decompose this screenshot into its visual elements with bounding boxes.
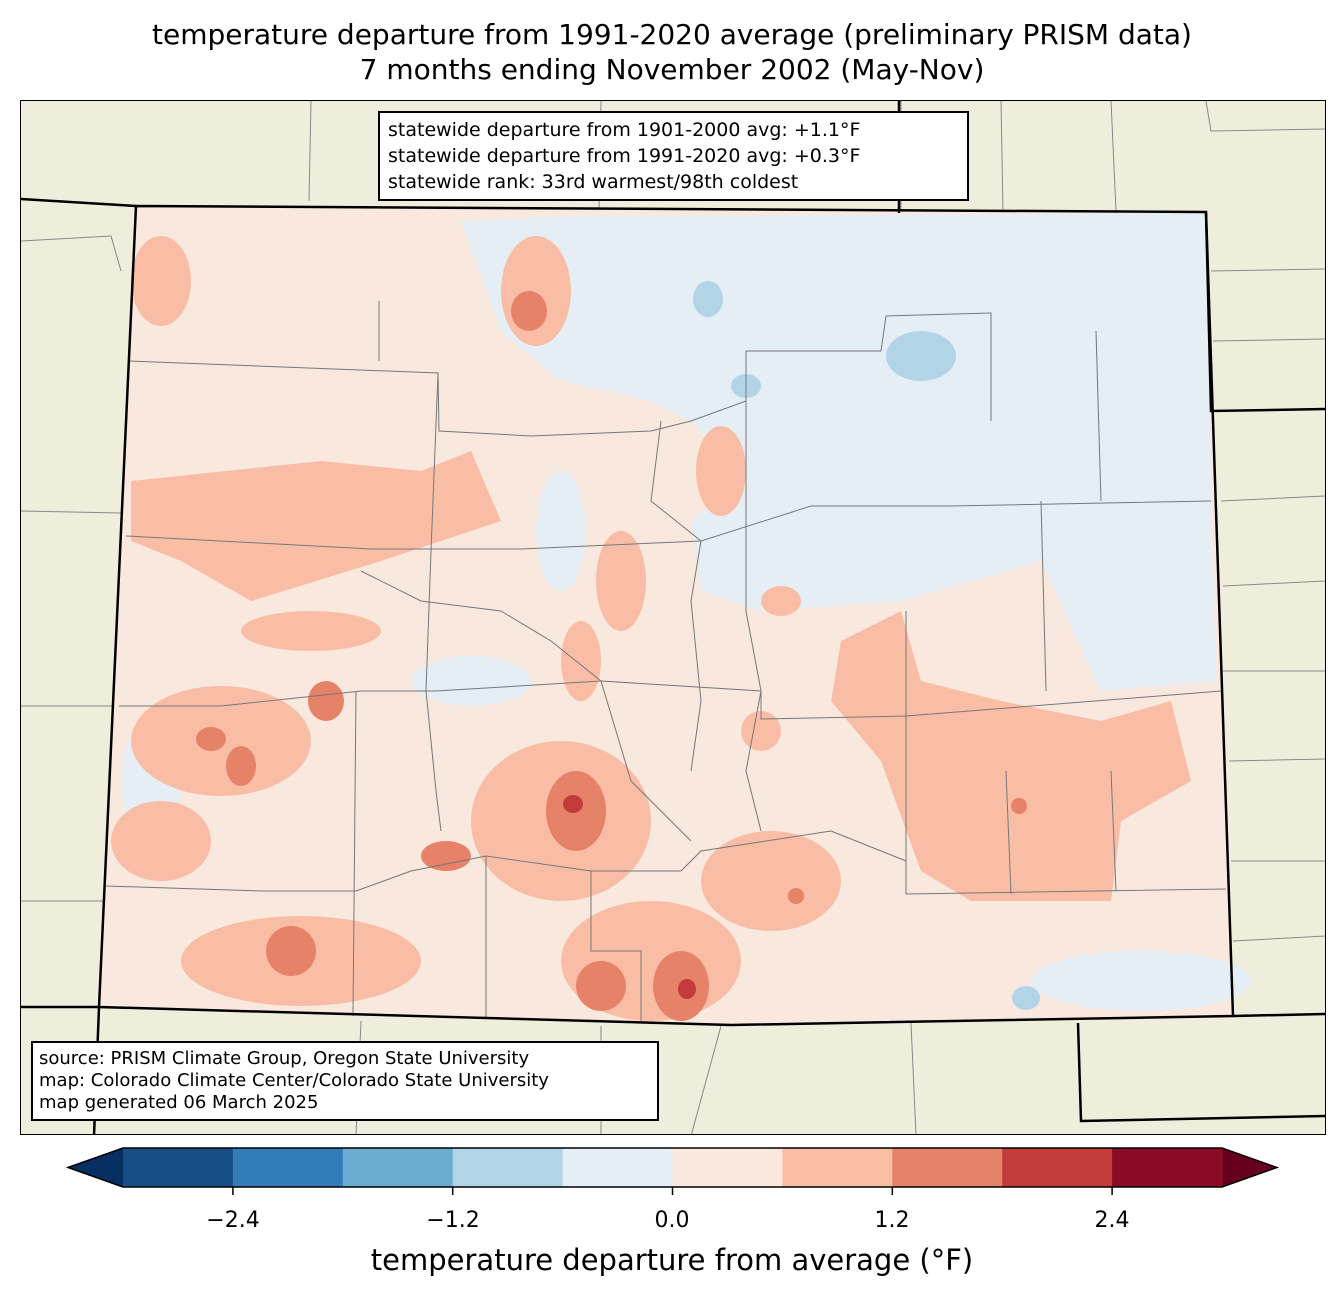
colorado-border xyxy=(97,204,1235,1027)
departure-1991-2020: statewide departure from 1991-2020 avg: … xyxy=(388,145,861,167)
generated-date-text: map generated 06 March 2025 xyxy=(39,1092,319,1113)
colorbar-segment xyxy=(342,1148,454,1187)
colorbar-segment xyxy=(123,1148,234,1187)
colorbar-segment xyxy=(1112,1148,1223,1187)
colorbar-under-extension xyxy=(68,1148,123,1187)
map-title: temperature departure from 1991-2020 ave… xyxy=(152,18,1192,51)
colorbar-segment xyxy=(562,1148,673,1187)
colorbar-segment xyxy=(232,1148,344,1187)
colorbar-tick-label: 0.0 xyxy=(654,1208,690,1233)
colorbar-segment xyxy=(452,1148,564,1187)
departure-1901-2000: statewide departure from 1901-2000 avg: … xyxy=(388,119,861,141)
county-lines xyxy=(105,301,1227,1021)
colorbar-label: temperature departure from average (°F) xyxy=(370,1243,974,1277)
source-text: source: PRISM Climate Group, Oregon Stat… xyxy=(39,1048,530,1069)
colorbar-segment xyxy=(782,1148,893,1187)
source-box: source: PRISM Climate Group, Oregon Stat… xyxy=(31,1041,659,1121)
statewide-stats-box: statewide departure from 1901-2000 avg: … xyxy=(378,111,969,201)
colorbar-tick-label: −1.2 xyxy=(426,1208,480,1233)
colorbar-tick-label: 1.2 xyxy=(874,1208,910,1233)
statewide-rank: statewide rank: 33rd warmest/98th coldes… xyxy=(388,171,799,193)
colorbar-tick-label: −2.4 xyxy=(206,1208,260,1233)
colorbar xyxy=(65,1147,1280,1195)
colorbar-segment xyxy=(1002,1148,1113,1187)
extreme-anomaly-regions xyxy=(563,795,696,999)
temperature-map xyxy=(20,100,1326,1135)
cold-spots xyxy=(693,281,1040,1010)
colorbar-tick-label: 2.4 xyxy=(1094,1208,1130,1233)
colorbar-segment xyxy=(892,1148,1003,1187)
map-credit-text: map: Colorado Climate Center/Colorado St… xyxy=(39,1070,549,1091)
colorbar-over-extension xyxy=(1222,1148,1277,1187)
colorbar-outline xyxy=(65,1147,1280,1188)
warm-anomaly-regions xyxy=(111,236,1191,1021)
map-svg xyxy=(21,101,1325,1134)
colorbar-segment xyxy=(672,1148,783,1187)
map-subtitle: 7 months ending November 2002 (May-Nov) xyxy=(359,53,985,86)
